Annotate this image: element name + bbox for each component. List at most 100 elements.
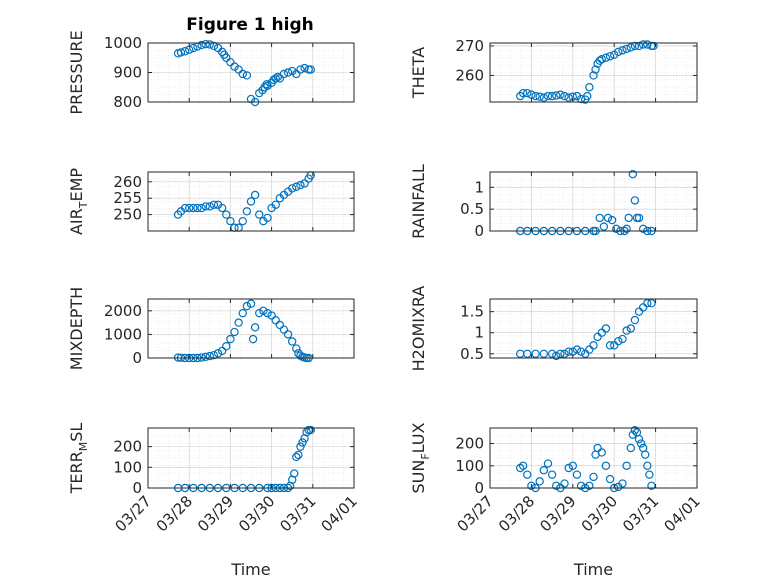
data-point [624,213,633,223]
data-point [593,443,602,453]
data-point [296,65,305,74]
data-point [622,44,631,54]
data-point [560,349,569,358]
y-tick-label: 0.5 [460,200,484,218]
data-point [556,90,565,99]
y-axis-label: H2OMIXRA [409,286,428,372]
data-point [539,466,549,475]
x-axis-label: Time [573,560,613,579]
data-point [180,203,190,213]
data-point [634,213,644,223]
data-point [636,439,646,448]
y-tick-label: 1000 [104,34,142,52]
subplot-rainfall: 0 0.5 1 RAINFALL [409,164,698,240]
data-point [230,327,239,337]
data-point [205,202,214,211]
data-point [180,47,190,56]
y-axis-label: AIRTEMP [67,168,90,235]
y-tick-label: 260 [455,66,484,84]
data-point [300,63,309,73]
data-point [205,40,214,49]
data-point [641,450,650,459]
data-point [626,443,635,453]
data-point [288,184,297,193]
y-tick-label: 0 [474,222,484,240]
y-axis-label: TERRMSL [67,423,90,495]
data-point [612,224,621,234]
y-tick-label: 1000 [104,325,142,343]
data-point [518,88,528,98]
data-point [622,326,631,335]
data-point [255,308,264,318]
data-point [628,430,638,439]
data-point [242,207,252,216]
data-point [294,450,303,460]
data-point [556,349,565,358]
y-tick-label: 800 [113,93,142,111]
data-point [628,169,638,179]
y-axis-label: SUNFLUX [409,422,432,493]
axes-frame [489,427,698,489]
data-point [306,425,315,435]
data-point [201,202,210,211]
data-point [564,93,573,102]
axes-frame [489,298,698,359]
data-point [263,213,272,223]
data-point [547,470,557,479]
data-point [306,65,315,74]
data-point [547,349,557,358]
data-point [275,74,285,83]
data-point [296,442,305,451]
data-point [605,52,615,61]
data-point [568,461,578,470]
data-point [591,65,600,74]
y-tick-label: 200 [113,438,142,456]
data-point [630,41,640,51]
data-point [630,315,640,325]
data-point [649,41,658,51]
data-point [292,182,301,191]
data-point [539,93,549,102]
data-point [622,461,631,470]
data-point [634,41,644,51]
y-tick-label: 100 [455,457,484,475]
data-point [630,426,640,435]
data-point [217,203,227,213]
data-point [560,91,569,101]
data-point [189,43,198,53]
data-point [647,299,656,308]
data-point [242,71,252,80]
data-point [300,179,309,188]
data-point [645,470,654,479]
data-point [217,346,227,356]
data-point [523,349,532,358]
data-point [267,311,276,320]
data-point [201,352,210,362]
data-point [597,55,606,64]
data-point [597,448,606,457]
y-tick-label: 0.5 [460,345,484,363]
data-point [250,190,260,200]
data-point [585,481,594,490]
data-point [626,43,635,52]
subplot-pressure: 800 900 1000 PRESSURE [67,30,355,115]
data-point [643,299,652,308]
data-point [279,325,289,334]
data-point [626,324,635,333]
y-axis-label: PRESSURE [67,30,86,114]
data-point [292,344,301,353]
y-tick-label: 1 [474,324,484,342]
axes-frame [489,42,698,103]
data-point [226,334,235,344]
data-point [516,91,525,101]
y-tick-label: 1 [474,178,484,196]
data-point [246,197,256,206]
data-point [535,92,544,101]
data-point [296,180,305,190]
y-axis-label: MIXDEPTH [67,287,86,370]
data-point [197,40,206,50]
data-point [589,71,598,80]
y-tick-label: 0 [132,349,142,367]
data-point [618,46,627,55]
data-point [560,479,569,488]
